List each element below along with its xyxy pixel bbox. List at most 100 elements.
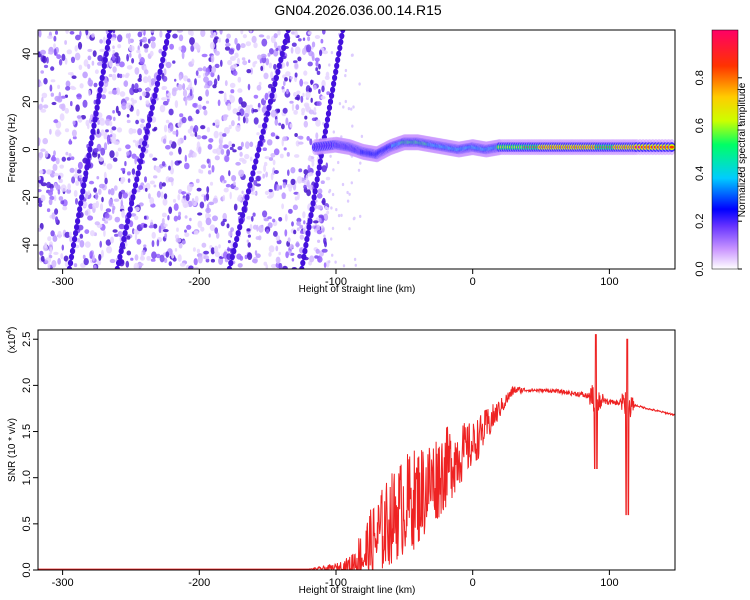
noise-speck	[264, 156, 270, 160]
snr-x-label: Height of straight line (km)	[299, 585, 416, 596]
noise-speck	[289, 243, 294, 249]
noise-speck	[162, 198, 168, 206]
noise-speck	[58, 178, 64, 184]
noise-speck	[127, 178, 131, 183]
noise-speck	[224, 80, 228, 87]
noise-speck	[60, 184, 67, 192]
noise-speck	[196, 135, 202, 140]
colorbar-tick-label: 0.8	[694, 70, 706, 85]
noise-speck	[184, 229, 187, 233]
noise-speck	[270, 153, 276, 158]
noise-speck	[214, 63, 220, 69]
streak-point	[265, 110, 271, 117]
noise-speck	[115, 56, 119, 64]
noise-speck	[212, 84, 217, 89]
noise-speck	[263, 72, 269, 80]
noise-speck	[278, 217, 283, 222]
noise-speck	[126, 53, 129, 62]
streak-point	[269, 92, 275, 99]
noise-speck	[65, 30, 69, 34]
noise-speck	[42, 244, 49, 252]
noise-speck	[169, 124, 174, 132]
noise-speck	[203, 250, 210, 255]
noise-speck	[210, 258, 215, 263]
noise-speck	[303, 184, 307, 189]
noise-speck	[87, 55, 92, 61]
noise-speck	[104, 220, 109, 224]
noise-speck	[265, 264, 269, 269]
noise-speck	[264, 92, 269, 101]
noise-speck	[310, 79, 313, 86]
noise-speck	[71, 176, 76, 184]
noise-speck	[284, 213, 288, 222]
noise-speck	[326, 210, 330, 215]
noise-speck	[73, 263, 78, 268]
noise-speck	[151, 251, 157, 259]
noise-speck	[306, 44, 312, 53]
noise-speck	[115, 105, 119, 114]
noise-speck	[197, 67, 203, 72]
noise-speck	[241, 57, 246, 61]
noise-speck	[222, 144, 229, 149]
noise-speck	[38, 151, 44, 159]
noise-speck	[256, 170, 262, 174]
noise-speck	[311, 51, 315, 59]
noise-speck	[189, 88, 193, 97]
streak-point	[144, 128, 150, 135]
streak-point	[107, 30, 113, 34]
colorbar-tick-label: 0.4	[694, 166, 706, 181]
x-tick-label: -300	[52, 276, 74, 288]
noise-speck	[50, 79, 56, 83]
noise-speck	[222, 194, 226, 202]
streak-point	[76, 212, 82, 219]
noise-speck	[184, 215, 188, 219]
noise-speck	[177, 84, 183, 91]
noise-speck	[143, 215, 147, 220]
noise-speck	[320, 38, 324, 44]
streak-point	[80, 188, 86, 195]
streak-point	[338, 38, 344, 46]
noise-speck	[287, 38, 290, 42]
noise-speck	[144, 48, 149, 53]
noise-speck	[245, 117, 249, 124]
noise-speck	[318, 217, 322, 223]
noise-speck	[250, 67, 254, 75]
noise-speck	[290, 178, 296, 186]
streak-point	[228, 259, 234, 267]
noise-speck	[197, 74, 201, 79]
noise-speck	[266, 195, 273, 199]
noise-speck	[209, 41, 215, 50]
noise-speck	[218, 144, 224, 150]
noise-speck	[224, 46, 231, 51]
noise-speck	[193, 266, 199, 269]
noise-speck	[218, 37, 221, 43]
noise-speck	[56, 96, 63, 103]
noise-speck	[182, 89, 188, 98]
colorbar-ticks: 0.0 0.2 0.4 0.6 0.8	[694, 70, 742, 277]
noise-speck	[288, 208, 293, 214]
noise-speck	[296, 90, 301, 95]
noise-speck	[46, 181, 52, 189]
noise-speck	[85, 30, 89, 36]
noise-speck	[205, 258, 210, 263]
streak-point	[161, 50, 167, 58]
noise-speck	[98, 253, 102, 261]
streak-point	[308, 212, 314, 219]
noise-speck	[214, 155, 220, 161]
noise-speck	[308, 87, 312, 93]
noise-speck	[230, 89, 235, 94]
noise-speck	[318, 214, 324, 219]
snr-y-label: SNR (10 * v/v)	[7, 418, 18, 482]
noise-speck	[233, 203, 238, 211]
noise-speck	[262, 138, 266, 143]
noise-speck	[307, 36, 311, 42]
noise-speck	[48, 190, 53, 197]
noise-speck	[306, 179, 310, 188]
noise-speck	[111, 89, 118, 95]
noise-speck	[46, 169, 52, 175]
noise-speck	[140, 30, 145, 33]
noise-speck	[232, 108, 238, 115]
x-tick-label: -100	[325, 276, 347, 288]
noise-speck	[258, 225, 264, 233]
noise-speck	[48, 198, 53, 206]
